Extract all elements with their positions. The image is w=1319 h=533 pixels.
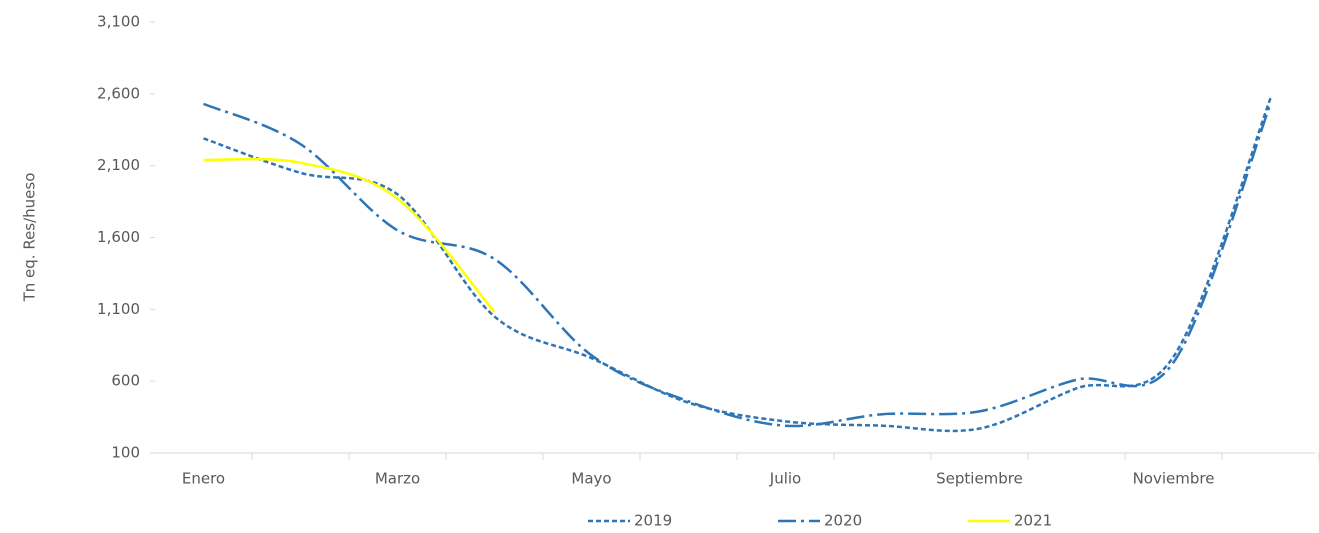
x-tick-label: Marzo xyxy=(375,470,420,488)
legend-label: 2021 xyxy=(1014,512,1052,530)
y-tick-label: 1,600 xyxy=(97,228,140,246)
series-line xyxy=(203,102,1272,428)
legend-label: 2020 xyxy=(824,512,862,530)
x-tick-label: Septiembre xyxy=(936,470,1023,488)
x-tick-label: Enero xyxy=(182,470,225,488)
y-tick-label: 600 xyxy=(111,372,140,390)
y-axis-label: Tn eq. Res/hueso xyxy=(21,173,39,303)
series-line xyxy=(203,157,496,314)
y-tick-label: 100 xyxy=(111,444,140,462)
x-tick-label: Julio xyxy=(769,470,801,488)
y-tick-label: 1,100 xyxy=(97,300,140,318)
x-tick-label: Noviembre xyxy=(1133,470,1215,488)
series-line xyxy=(203,97,1272,433)
y-tick-label: 3,100 xyxy=(97,13,140,31)
y-tick-label: 2,100 xyxy=(97,156,140,174)
x-tick-label: Mayo xyxy=(571,470,611,488)
y-tick-label: 2,600 xyxy=(97,84,140,102)
legend-label: 2019 xyxy=(634,512,672,530)
